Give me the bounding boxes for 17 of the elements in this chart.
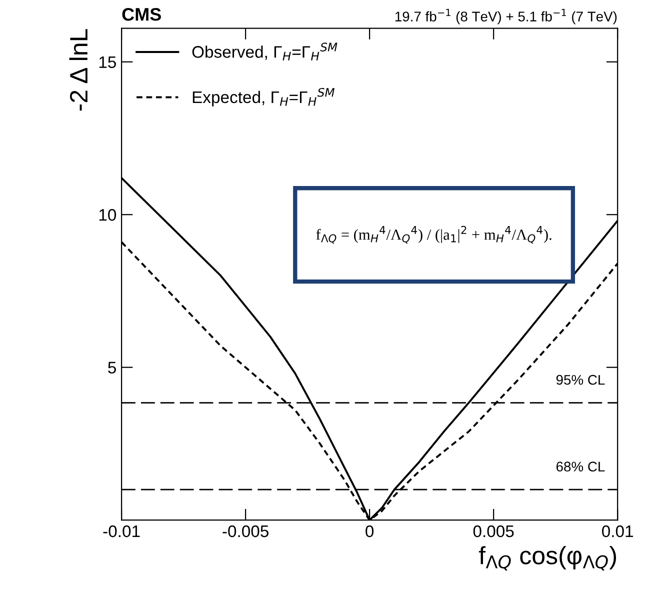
x-axis-title: f$_{ΛQ}$ cos(φ$_{ΛQ}$)	[478, 546, 616, 571]
ref-line-label: 68% CL	[556, 462, 605, 472]
y-tick-label: 5	[108, 362, 116, 374]
text: CMS	[122, 8, 161, 21]
x-tick-label: 0.01	[602, 525, 633, 538]
y-tick-label: 10	[99, 209, 116, 221]
x-tick-label: 0.005	[473, 525, 514, 538]
text: f$_{ΛQ}$ = (m$_{H}$$^{4}$/Λ$_{Q}$$^{4}$) / (|a$_{1}$|$^{2}$ + m$_{H}$$^{4}$/Λ$_{Q}$$^{4}$).	[316, 226, 552, 244]
legend-label: Observed, Γ$_{H}$=Γ$_{H}$$^{SM}$	[192, 42, 338, 60]
ref-line-label: 95% CL	[556, 374, 605, 385]
x-tick-label: -0.01	[103, 525, 140, 538]
text: 19.7 fb$^{−1}$ (8 TeV) + 5.1 fb$^{−1}$ (7 TeV)	[395, 8, 617, 24]
y-tick-label: 15	[99, 56, 116, 68]
x-tick-label: 0	[366, 525, 374, 538]
y-axis-title: -2 Δ lnL	[69, 29, 88, 111]
x-tick-label: -0.005	[222, 525, 268, 538]
legend-label: Expected, Γ$_{H}$=Γ$_{H}$$^{SM}$	[192, 88, 334, 106]
